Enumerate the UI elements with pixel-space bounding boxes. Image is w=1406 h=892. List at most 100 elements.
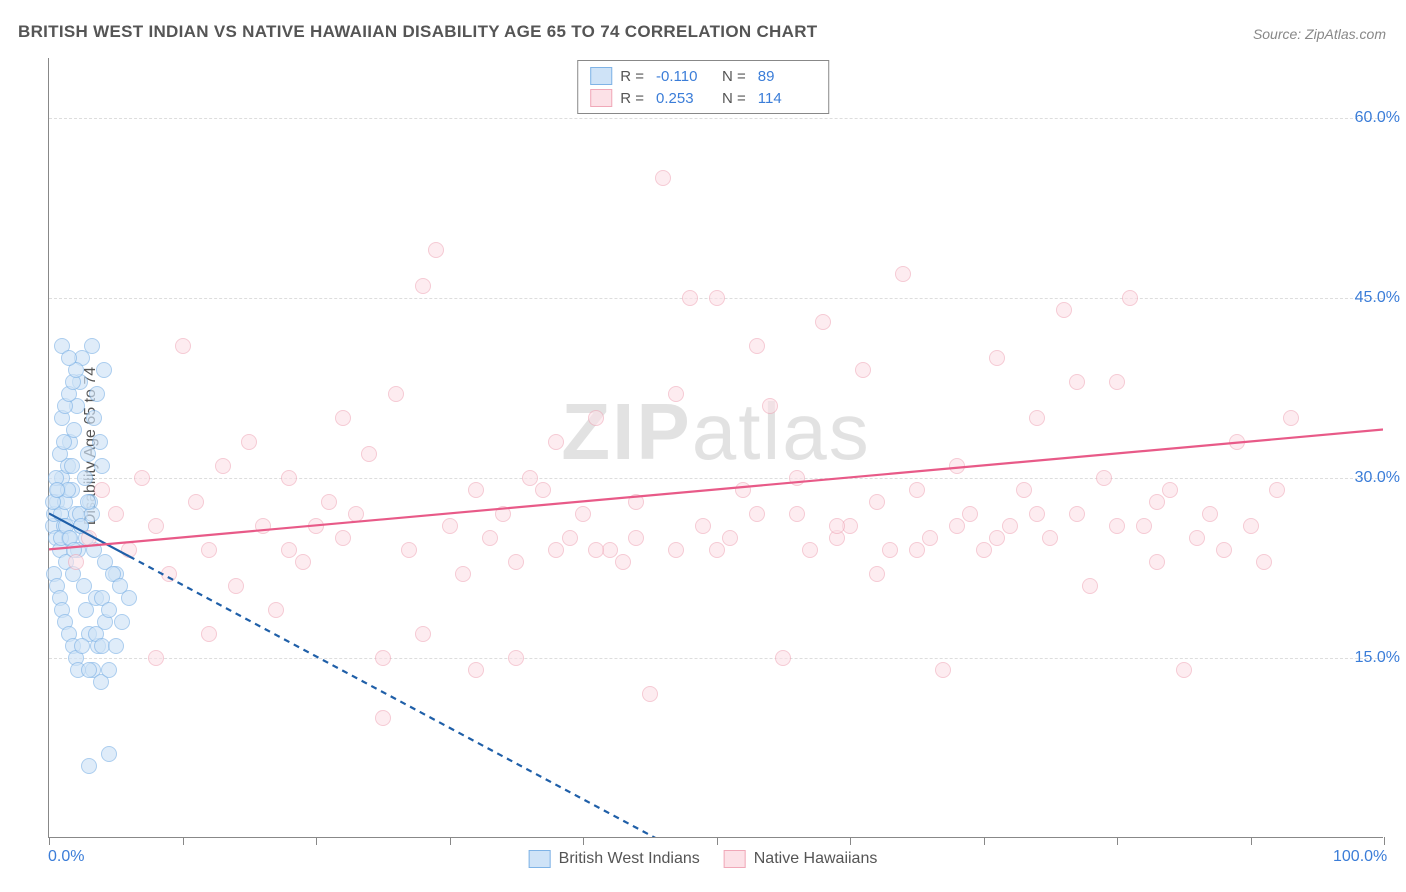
scatter-point [709, 290, 725, 306]
scatter-point [522, 470, 538, 486]
scatter-point [61, 350, 77, 366]
legend-r-value: 0.253 [656, 90, 714, 107]
scatter-point [86, 410, 102, 426]
scatter-point [1202, 506, 1218, 522]
legend-correlation-row: R =0.253N =114 [590, 87, 816, 109]
scatter-point [134, 470, 150, 486]
scatter-point [81, 662, 97, 678]
source-attribution: Source: ZipAtlas.com [1253, 26, 1386, 42]
legend-swatch [724, 850, 746, 868]
scatter-point [482, 530, 498, 546]
scatter-point [1056, 302, 1072, 318]
x-tick [984, 837, 985, 845]
correlation-legend: R =-0.110N =89R =0.253N =114 [577, 60, 829, 114]
scatter-point [1069, 374, 1085, 390]
scatter-point [508, 554, 524, 570]
scatter-point [1162, 482, 1178, 498]
legend-swatch [590, 89, 612, 107]
scatter-point [415, 626, 431, 642]
watermark: ZIPatlas [561, 386, 870, 478]
scatter-point [281, 470, 297, 486]
scatter-point [802, 542, 818, 558]
scatter-point [1109, 374, 1125, 390]
x-tick [1384, 837, 1385, 845]
scatter-point [989, 530, 1005, 546]
scatter-point [89, 386, 105, 402]
scatter-point [1122, 290, 1138, 306]
scatter-point [101, 602, 117, 618]
scatter-point [92, 434, 108, 450]
scatter-point [1269, 482, 1285, 498]
y-tick-label: 15.0% [1355, 649, 1400, 667]
x-tick [450, 837, 451, 845]
scatter-point [935, 662, 951, 678]
scatter-point [64, 458, 80, 474]
scatter-point [909, 482, 925, 498]
scatter-point [375, 650, 391, 666]
scatter-point [628, 494, 644, 510]
scatter-point [188, 494, 204, 510]
scatter-point [749, 506, 765, 522]
scatter-point [695, 518, 711, 534]
scatter-point [628, 530, 644, 546]
x-tick [717, 837, 718, 845]
scatter-point [668, 542, 684, 558]
legend-swatch [590, 67, 612, 85]
scatter-point [84, 338, 100, 354]
scatter-point [361, 446, 377, 462]
y-tick-label: 45.0% [1355, 289, 1400, 307]
scatter-point [148, 518, 164, 534]
scatter-point [762, 398, 778, 414]
legend-n-value: 114 [758, 90, 816, 107]
gridline [49, 478, 1383, 479]
scatter-point [1229, 434, 1245, 450]
scatter-point [81, 530, 97, 546]
scatter-point [855, 362, 871, 378]
legend-series-item: British West Indians [529, 850, 700, 868]
x-tick [49, 837, 50, 845]
legend-correlation-row: R =-0.110N =89 [590, 65, 816, 87]
scatter-point [1176, 662, 1192, 678]
scatter-point [1109, 518, 1125, 534]
scatter-point [442, 518, 458, 534]
scatter-point [949, 518, 965, 534]
scatter-point [388, 386, 404, 402]
scatter-point [548, 434, 564, 450]
scatter-point [1096, 470, 1112, 486]
scatter-point [455, 566, 471, 582]
legend-n-value: 89 [758, 68, 816, 85]
scatter-point [96, 362, 112, 378]
x-tick [1117, 837, 1118, 845]
scatter-point [121, 542, 137, 558]
y-tick-label: 30.0% [1355, 469, 1400, 487]
legend-n-label: N = [722, 68, 746, 85]
scatter-point [101, 662, 117, 678]
x-tick-label: 0.0% [48, 848, 84, 866]
scatter-point [415, 278, 431, 294]
scatter-point [49, 482, 65, 498]
scatter-point [1243, 518, 1259, 534]
scatter-point [1189, 530, 1205, 546]
scatter-point [215, 458, 231, 474]
scatter-point [108, 638, 124, 654]
scatter-point [882, 542, 898, 558]
scatter-point [869, 494, 885, 510]
scatter-point [815, 314, 831, 330]
plot-area: ZIPatlas [48, 58, 1383, 838]
chart-container: BRITISH WEST INDIAN VS NATIVE HAWAIIAN D… [0, 0, 1406, 892]
x-tick [1251, 837, 1252, 845]
scatter-point [1216, 542, 1232, 558]
scatter-point [642, 686, 658, 702]
scatter-point [976, 542, 992, 558]
scatter-point [468, 482, 484, 498]
scatter-point [428, 242, 444, 258]
x-tick-label: 100.0% [1333, 848, 1387, 866]
scatter-point [1016, 482, 1032, 498]
scatter-point [228, 578, 244, 594]
scatter-point [1149, 494, 1165, 510]
scatter-point [1136, 518, 1152, 534]
scatter-point [1042, 530, 1058, 546]
legend-r-label: R = [620, 90, 644, 107]
scatter-point [1029, 506, 1045, 522]
legend-r-value: -0.110 [656, 68, 714, 85]
